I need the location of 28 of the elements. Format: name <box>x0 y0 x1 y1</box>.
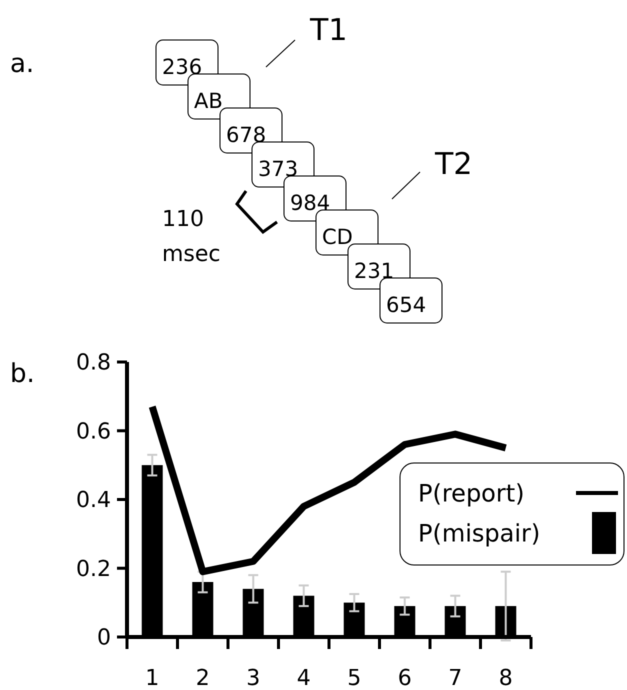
text: T2 <box>434 147 472 182</box>
category-label: CD <box>322 225 353 249</box>
category-label: 678 <box>226 123 266 147</box>
text: T1 <box>309 13 348 48</box>
x-tick-label: 8 <box>498 666 513 690</box>
category-label: 236 <box>162 55 202 79</box>
y-tick-label: 0.6 <box>76 419 111 444</box>
legend-label: P(report) <box>418 479 524 508</box>
y-tick-label: 0.8 <box>76 350 111 376</box>
x-tick-label: 3 <box>246 666 260 690</box>
x-tick-label: 7 <box>448 666 462 690</box>
x-tick-label: 1 <box>145 666 160 690</box>
x-tick-label: 6 <box>398 666 412 690</box>
legend-label: P(mispair) <box>418 519 540 548</box>
text: a. <box>10 49 34 79</box>
y-tick-label: 0 <box>97 626 111 651</box>
x-tick-label: 4 <box>296 666 311 690</box>
x-tick-label: 2 <box>196 666 210 690</box>
category-label: 373 <box>258 157 298 181</box>
category-label: 231 <box>354 259 394 283</box>
category-label: AB <box>194 89 223 113</box>
category-label: 984 <box>290 191 330 215</box>
text: 110 msec <box>162 207 221 267</box>
y-tick-label: 0.2 <box>76 556 111 582</box>
chart-title: b. <box>10 359 35 389</box>
category-label: 654 <box>386 293 426 317</box>
x-tick-label: 5 <box>347 666 362 690</box>
y-tick-label: 0.4 <box>76 488 111 514</box>
